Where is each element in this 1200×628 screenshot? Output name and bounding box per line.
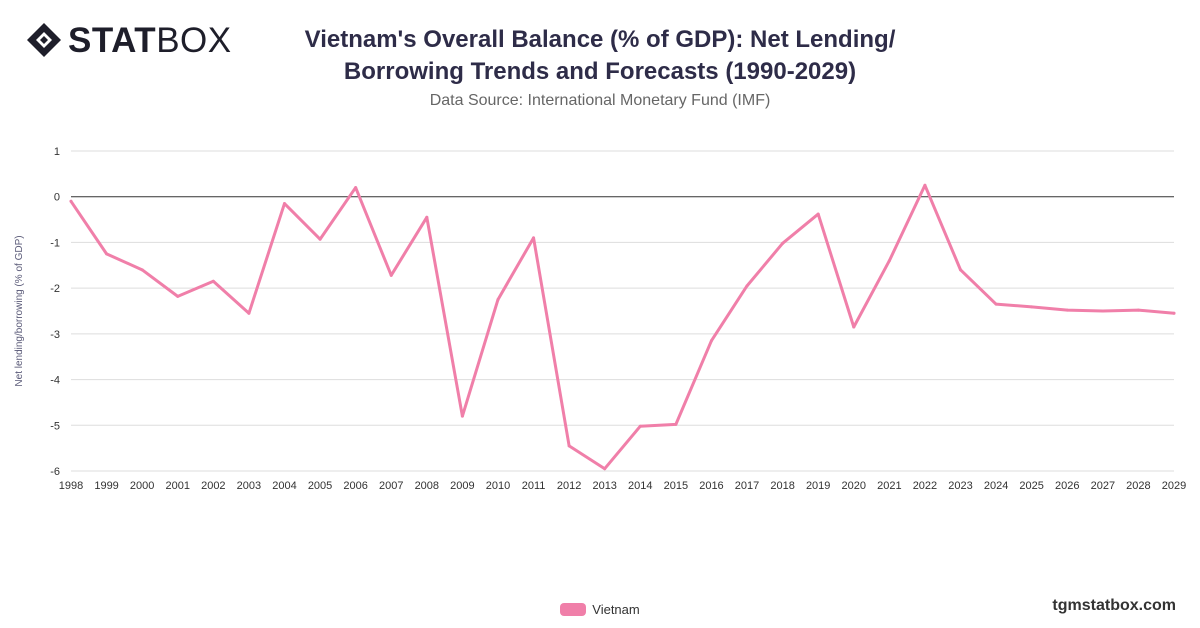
y-tick-label: -5 xyxy=(50,420,60,432)
y-tick-label: -4 xyxy=(50,375,60,387)
y-tick-label: -1 xyxy=(50,237,60,249)
x-tick-label: 2018 xyxy=(770,480,794,492)
x-tick-label: 2002 xyxy=(201,480,225,492)
data-point xyxy=(69,199,73,203)
x-tick-label: 2025 xyxy=(1019,480,1043,492)
y-tick-label: 0 xyxy=(54,192,60,204)
y-axis-ticks: 1 0 -1 -2 -3 -4 -5 -6 xyxy=(50,146,60,478)
x-tick-label: 2020 xyxy=(842,480,866,492)
data-point xyxy=(247,311,251,315)
data-point xyxy=(282,202,286,206)
legend-swatch-vietnam xyxy=(560,603,587,616)
data-point xyxy=(567,444,571,448)
x-tick-label: 1999 xyxy=(94,480,118,492)
x-tick-label: 2027 xyxy=(1091,480,1115,492)
data-point xyxy=(1136,308,1140,312)
x-tick-label: 2029 xyxy=(1162,480,1186,492)
x-tick-label: 2026 xyxy=(1055,480,1079,492)
data-point xyxy=(709,339,713,343)
data-point xyxy=(745,284,749,288)
y-tick-label: 1 xyxy=(54,146,60,158)
legend[interactable]: Vietnam xyxy=(0,602,1200,617)
logo-text-bold: STAT xyxy=(68,20,157,60)
y-tick-label: -6 xyxy=(50,466,60,478)
data-point xyxy=(460,414,464,418)
x-tick-label: 2015 xyxy=(664,480,688,492)
x-tick-label: 2008 xyxy=(415,480,439,492)
data-point xyxy=(994,302,998,306)
chart-title: Vietnam's Overall Balance (% of GDP): Ne… xyxy=(200,24,1000,88)
watermark: tgmstatbox.com xyxy=(1052,597,1176,614)
chart-subtitle: Data Source: International Monetary Fund… xyxy=(429,92,771,109)
y-tick-label: -3 xyxy=(50,329,60,341)
data-point xyxy=(887,259,891,263)
data-point xyxy=(1030,305,1034,309)
x-tick-label: 2024 xyxy=(984,480,1008,492)
data-point xyxy=(923,183,927,187)
data-point xyxy=(1065,308,1069,312)
data-point xyxy=(959,268,963,272)
statbox-logo: STATBOX xyxy=(26,22,232,58)
legend-label-vietnam: Vietnam xyxy=(592,602,640,617)
logo-text: STATBOX xyxy=(68,23,232,58)
series-vietnam xyxy=(69,183,1176,471)
logo-text-light: BOX xyxy=(156,20,232,60)
x-tick-label: 2003 xyxy=(237,480,261,492)
x-tick-label: 2012 xyxy=(557,480,581,492)
data-point xyxy=(105,252,109,256)
x-tick-label: 2004 xyxy=(272,480,296,492)
data-point xyxy=(603,467,607,471)
x-tick-label: 2007 xyxy=(379,480,403,492)
x-tick-label: 2017 xyxy=(735,480,759,492)
x-tick-label: 2011 xyxy=(522,480,546,492)
data-point xyxy=(816,212,820,216)
data-point xyxy=(176,294,180,298)
data-point xyxy=(496,298,500,302)
x-tick-label: 2000 xyxy=(130,480,154,492)
x-tick-label: 2021 xyxy=(877,480,901,492)
series-line-vietnam xyxy=(69,183,1176,471)
data-point xyxy=(781,241,785,245)
x-tick-label: 2016 xyxy=(699,480,723,492)
data-point xyxy=(852,325,856,329)
x-tick-label: 2013 xyxy=(592,480,616,492)
x-tick-label: 2010 xyxy=(486,480,510,492)
y-axis-label: Net lending/borrowing (% of GDP) xyxy=(14,235,25,386)
data-point xyxy=(425,215,429,219)
x-tick-label: 2014 xyxy=(628,480,652,492)
chart-title-line2: Borrowing Trends and Forecasts (1990-202… xyxy=(343,58,857,85)
x-tick-label: 2028 xyxy=(1126,480,1150,492)
data-point xyxy=(211,279,215,283)
data-point xyxy=(354,186,358,190)
data-point xyxy=(674,422,678,426)
x-axis-ticks: 1998 1999 2000 2001 2002 2003 2004 2005 2006 2007… xyxy=(59,480,1186,492)
grid-lines xyxy=(71,150,1174,472)
x-tick-label: 2006 xyxy=(343,480,367,492)
data-point xyxy=(638,424,642,428)
data-point xyxy=(389,273,393,277)
data-point xyxy=(1172,311,1176,315)
data-point xyxy=(140,268,144,272)
diamond-logo-icon xyxy=(27,23,61,57)
x-tick-label: 2001 xyxy=(165,480,189,492)
x-tick-label: 2023 xyxy=(948,480,972,492)
x-tick-label: 2009 xyxy=(450,480,474,492)
data-point xyxy=(532,236,536,240)
data-point xyxy=(1101,309,1105,313)
data-point xyxy=(318,237,322,241)
x-tick-label: 2019 xyxy=(806,480,830,492)
x-tick-label: 1998 xyxy=(59,480,83,492)
x-tick-label: 2022 xyxy=(913,480,937,492)
chart-title-line1: Vietnam's Overall Balance (% of GDP): Ne… xyxy=(304,26,896,53)
y-tick-label: -2 xyxy=(50,283,60,295)
x-tick-label: 2005 xyxy=(308,480,332,492)
